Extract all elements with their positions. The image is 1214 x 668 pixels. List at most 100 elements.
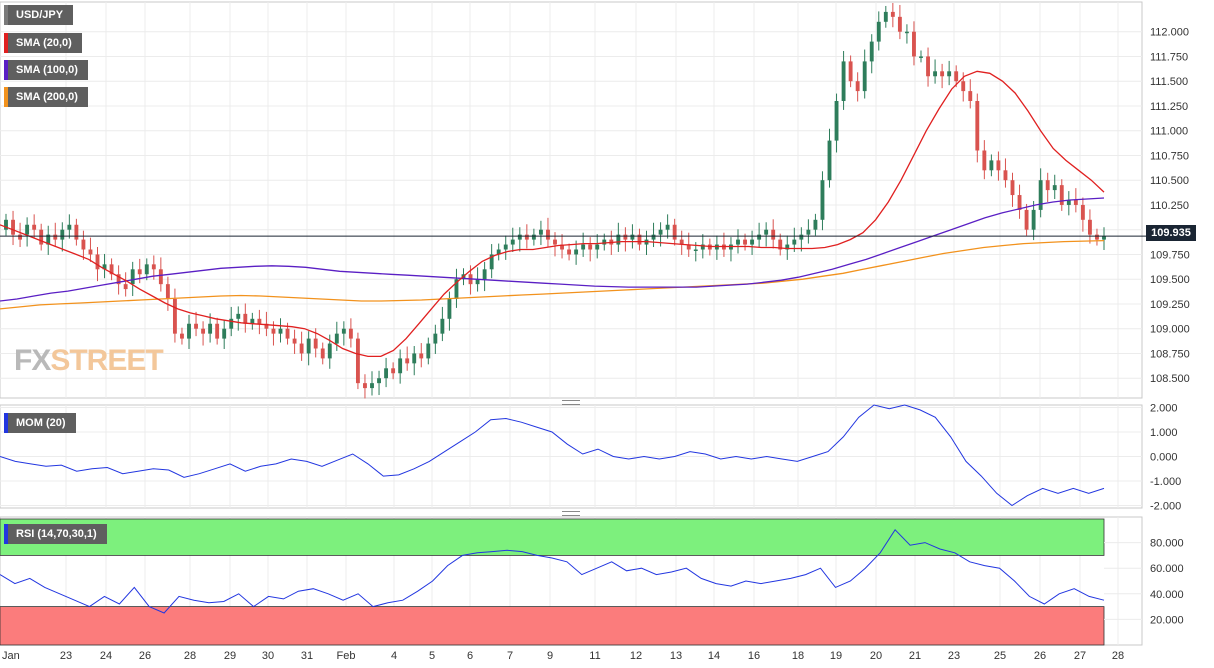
pane-splitter-2[interactable] <box>562 511 580 516</box>
candle-body <box>538 229 543 235</box>
y-tick-label: 108.750 <box>1150 348 1190 360</box>
candle-body <box>285 328 290 339</box>
x-tick-label: 19 <box>830 650 842 662</box>
candle-body <box>855 81 860 92</box>
candle-body <box>961 81 966 92</box>
legend-rsi[interactable]: RSI (14,70,30,1) <box>4 524 107 544</box>
x-tick-label: 26 <box>139 650 151 662</box>
legend-sma20-label: SMA (20,0) <box>16 37 72 49</box>
candle-body <box>1003 170 1008 181</box>
y-tick-label: 80.000 <box>1150 538 1184 550</box>
candle-body <box>933 71 938 77</box>
pane-splitter-1[interactable] <box>562 400 580 405</box>
candle-body <box>363 383 367 389</box>
candle-body <box>1052 185 1057 191</box>
candle-body <box>250 318 255 324</box>
candle-body <box>257 318 262 324</box>
candle-body <box>602 239 607 245</box>
candle-body <box>165 284 170 299</box>
legend-mom-label: MOM (20) <box>16 417 66 429</box>
candle-body <box>581 244 586 250</box>
candle-body <box>771 229 776 240</box>
candle-body <box>123 284 128 290</box>
candle-body <box>348 328 353 339</box>
candle-body <box>686 244 691 250</box>
candle-body <box>278 328 283 334</box>
candle-body <box>848 61 853 82</box>
y-tick-label: 110.750 <box>1150 150 1189 162</box>
legend-usdjpy[interactable]: USD/JPY <box>4 5 74 25</box>
candle-body <box>88 249 93 255</box>
x-tick-label: 6 <box>467 650 473 662</box>
y-tick-label: 109.000 <box>1150 324 1190 336</box>
fxstreet-logo: FXSTREET <box>14 344 164 378</box>
candle-body <box>975 101 980 151</box>
candle-body <box>158 269 163 285</box>
candle-body <box>968 91 973 101</box>
candle-body <box>693 249 698 251</box>
candle-body <box>637 234 642 245</box>
legend-mom[interactable]: MOM (20) <box>4 413 76 433</box>
candle-body <box>517 234 522 240</box>
candle-body <box>799 234 804 240</box>
x-tick-label: 23 <box>60 650 72 662</box>
candle-body <box>926 56 930 77</box>
sma200-line <box>0 239 1105 310</box>
candle-body <box>398 358 403 374</box>
candle-body <box>672 224 677 240</box>
candle-body <box>292 338 297 344</box>
mom-line <box>0 404 1105 507</box>
y-tick-label: 1.000 <box>1150 427 1178 439</box>
candle-body <box>524 234 529 240</box>
y-tick-label: 0.000 <box>1150 452 1178 464</box>
legend-sma100[interactable]: SMA (100,0) <box>4 60 88 80</box>
y-tick-label: 111.000 <box>1150 126 1188 138</box>
y-tick-label: 110.250 <box>1150 200 1189 212</box>
candle-body <box>890 11 895 17</box>
candle-body <box>102 264 107 270</box>
candle-body <box>531 234 536 240</box>
x-tick-label: 23 <box>948 650 960 662</box>
candle-body <box>264 323 269 329</box>
y-tick-label: 112.000 <box>1150 27 1189 39</box>
candle-body <box>489 254 494 270</box>
candle-body <box>222 328 227 339</box>
candle-body <box>778 239 783 250</box>
x-tick-label: 31 <box>301 650 313 662</box>
candle-body <box>1087 219 1092 235</box>
candle-body <box>954 71 959 82</box>
candle-body <box>144 264 149 275</box>
logo-street: STREET <box>50 344 163 377</box>
candle-body <box>651 234 656 240</box>
candle-body <box>982 150 987 171</box>
x-tick-label: 14 <box>708 650 720 662</box>
candle-body <box>320 348 325 359</box>
candle-body <box>912 31 916 57</box>
y-tick-label: 20.000 <box>1150 614 1184 626</box>
sma100-line <box>0 197 1105 302</box>
x-tick-label: 16 <box>748 650 760 662</box>
rsi-oversold-zone <box>0 606 1105 646</box>
candle-body <box>215 323 220 339</box>
candle-body <box>405 358 410 364</box>
x-tick-label: 29 <box>224 650 236 662</box>
x-tick-label: 20 <box>870 650 882 662</box>
x-tick-label: 4 <box>391 650 397 662</box>
candle-body <box>757 234 762 240</box>
legend-sma20[interactable]: SMA (20,0) <box>4 33 82 53</box>
x-tick-label: 11 <box>589 650 600 662</box>
candle-body <box>1102 236 1106 240</box>
candle-body <box>151 264 156 270</box>
legend-rsi-label: RSI (14,70,30,1) <box>16 528 97 540</box>
legend-sma200[interactable]: SMA (200,0) <box>4 87 88 107</box>
candle-body <box>313 338 318 349</box>
y-tick-label: -2.000 <box>1150 501 1181 513</box>
candle-body <box>412 353 417 364</box>
legend-sma200-label: SMA (200,0) <box>16 91 78 103</box>
y-tick-label: 110.500 <box>1150 175 1189 187</box>
legend-swatch <box>4 33 8 53</box>
candle-body <box>841 61 846 101</box>
x-tick-label: 12 <box>630 650 642 662</box>
candle-body <box>1066 200 1071 205</box>
candle-body <box>440 318 445 334</box>
